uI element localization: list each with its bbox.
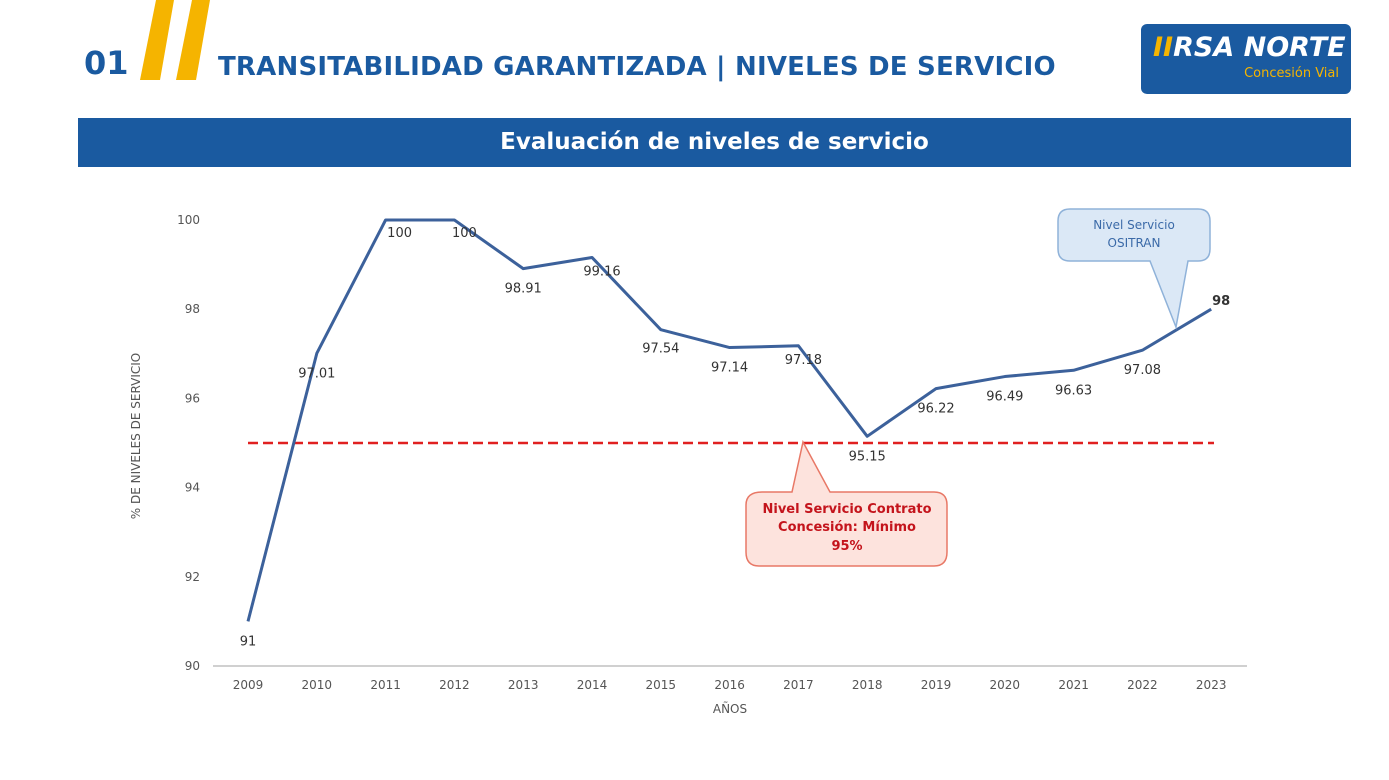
x-tick-label: 2014 — [577, 678, 608, 692]
y-axis-label: % DE NIVELES DE SERVICIO — [129, 353, 143, 520]
contract-callout-line: Nivel Servicio Contrato — [762, 502, 931, 517]
y-tick-label: 90 — [185, 659, 200, 673]
data-label: 97.18 — [785, 353, 822, 368]
data-label: 99.16 — [583, 264, 620, 279]
data-label: 100 — [452, 226, 477, 241]
x-tick-label: 2017 — [783, 678, 814, 692]
data-labels: 91 97.01 100 100 98.91 99.16 97.54 97.14 97.18 95… — [240, 226, 1231, 649]
x-tick-label: 2018 — [852, 678, 883, 692]
slide-header: 01 TRANSITABILIDAD GARANTIZADA | NIVELES… — [0, 0, 1389, 110]
x-axis-ticks: 2009 2010 2011 2012 2013 2014 2015 2016 2017 2018… — [233, 678, 1227, 692]
x-tick-label: 2015 — [646, 678, 677, 692]
data-label: 98 — [1212, 294, 1230, 309]
data-label: 97.01 — [298, 366, 335, 381]
data-label: 97.54 — [642, 342, 679, 357]
x-tick-label: 2009 — [233, 678, 264, 692]
data-label: 96.63 — [1055, 383, 1092, 398]
data-label: 97.14 — [711, 361, 748, 376]
x-tick-label: 2021 — [1058, 678, 1089, 692]
data-label: 96.49 — [986, 390, 1023, 405]
x-tick-label: 2013 — [508, 678, 539, 692]
contract-callout-line: 95% — [831, 539, 862, 554]
contract-callout-line: Concesión: Mínimo — [778, 520, 916, 535]
series-line — [246, 218, 1212, 622]
x-tick-label: 2011 — [370, 678, 401, 692]
data-label: 91 — [240, 634, 257, 649]
logo-subtitle: Concesión Vial — [1244, 66, 1339, 81]
x-tick-label: 2020 — [990, 678, 1021, 692]
y-axis-ticks: 90 92 94 96 98 100 — [177, 213, 200, 673]
data-label: 96.22 — [917, 402, 954, 417]
y-tick-label: 100 — [177, 213, 200, 227]
data-label: 95.15 — [849, 449, 886, 464]
company-logo: IIRSA NORTE Concesión Vial — [1141, 24, 1351, 94]
data-label: 100 — [387, 226, 412, 241]
y-tick-label: 94 — [185, 481, 200, 495]
x-tick-label: 2012 — [439, 678, 470, 692]
x-tick-label: 2016 — [714, 678, 745, 692]
logo-wordmark: IIRSA NORTE — [1153, 32, 1346, 63]
data-label: 98.91 — [505, 282, 542, 297]
x-tick-label: 2022 — [1127, 678, 1158, 692]
x-tick-label: 2010 — [302, 678, 333, 692]
contract-callout: Nivel Servicio Contrato Concesión: Mínim… — [745, 439, 948, 567]
data-label: 97.08 — [1124, 363, 1161, 378]
y-tick-label: 98 — [185, 302, 200, 316]
section-number: 01 — [84, 44, 129, 82]
ositran-callout-line: OSITRAN — [1108, 236, 1161, 250]
x-axis-label: AÑOS — [713, 701, 747, 716]
banner-title: Evaluación de niveles de servicio — [500, 129, 929, 155]
page-title: TRANSITABILIDAD GARANTIZADA | NIVELES DE… — [218, 52, 1056, 82]
x-tick-label: 2019 — [921, 678, 952, 692]
section-banner: Evaluación de niveles de servicio — [78, 118, 1351, 167]
ositran-callout: Nivel Servicio OSITRAN — [1057, 208, 1211, 330]
x-tick-label: 2023 — [1196, 678, 1227, 692]
y-tick-label: 96 — [185, 391, 200, 405]
y-tick-label: 92 — [185, 570, 200, 584]
ositran-callout-line: Nivel Servicio — [1093, 218, 1175, 232]
yellow-slashes-decoration — [140, 0, 210, 80]
